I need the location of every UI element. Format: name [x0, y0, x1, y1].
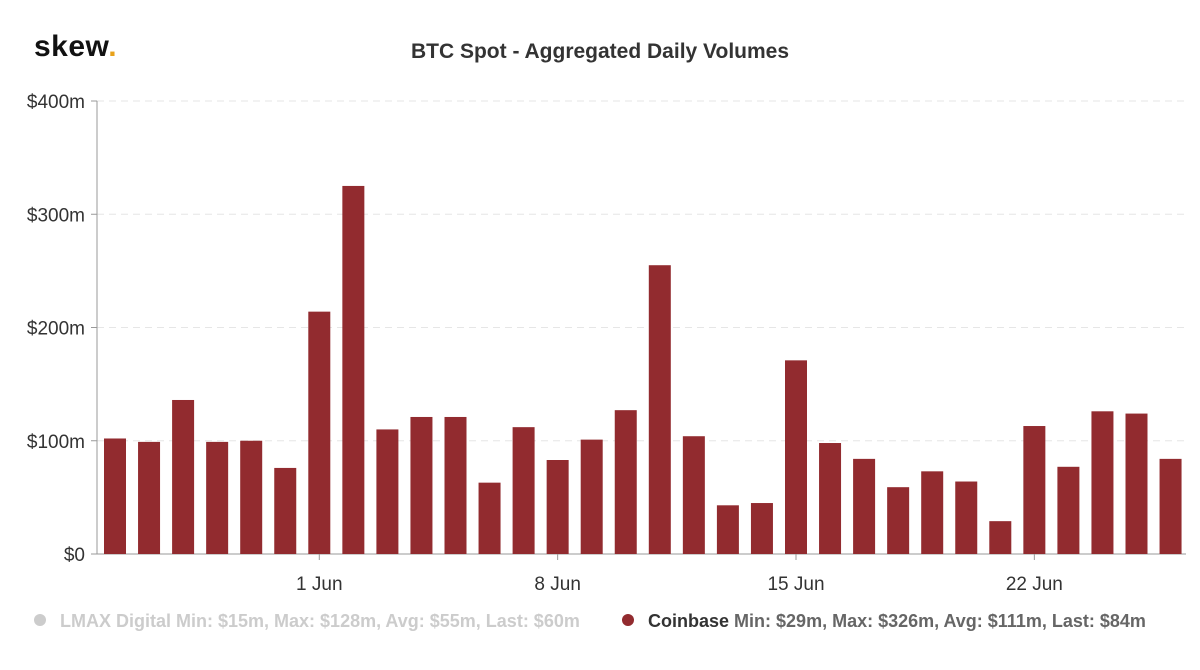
bar — [546, 460, 569, 554]
bar — [1125, 413, 1148, 554]
bar — [478, 482, 501, 554]
skew-logo: skew. — [34, 30, 118, 63]
x-tick-label: 8 Jun — [534, 574, 580, 595]
bar — [172, 399, 195, 554]
bar — [682, 436, 705, 554]
bar — [580, 439, 603, 554]
y-tick-label: $400m — [27, 92, 85, 113]
y-tick-label: $100m — [27, 432, 85, 453]
bar — [853, 458, 876, 554]
bar — [614, 410, 637, 554]
bar — [887, 487, 910, 554]
bar — [138, 441, 161, 554]
legend-lmax-stats: Min: $15m, Max: $128m, Avg: $55m, Last: … — [176, 611, 580, 631]
bar — [1159, 458, 1182, 554]
bar — [104, 438, 126, 554]
bar — [376, 429, 399, 554]
bar — [989, 521, 1012, 554]
bar — [819, 443, 842, 554]
bar — [444, 416, 467, 554]
bar — [921, 471, 944, 554]
legend-item-lmax[interactable]: LMAX Digital Min: $15m, Max: $128m, Avg:… — [34, 611, 580, 632]
x-tick-label: 22 Jun — [1006, 574, 1063, 595]
legend-coinbase-name: Coinbase — [648, 611, 730, 631]
bar — [308, 311, 331, 554]
bar — [206, 441, 229, 554]
legend-coinbase-stats: Min: $29m, Max: $326m, Avg: $111m, Last:… — [734, 611, 1146, 631]
bar — [240, 440, 263, 554]
bar — [274, 467, 297, 554]
bar — [410, 416, 433, 554]
bar — [785, 360, 807, 554]
y-tick-label: $0 — [64, 545, 85, 566]
legend-lmax-name: LMAX Digital — [60, 611, 171, 631]
bar — [1091, 411, 1114, 554]
legend-marker-icon — [622, 614, 634, 626]
legend-item-coinbase[interactable]: Coinbase Min: $29m, Max: $326m, Avg: $11… — [622, 611, 1146, 632]
y-tick-label: $200m — [27, 319, 85, 340]
bar — [955, 481, 978, 554]
x-tick-label: 15 Jun — [767, 574, 824, 595]
bar — [716, 505, 739, 554]
bar — [750, 503, 773, 554]
legend-marker-icon — [34, 614, 46, 626]
bar — [648, 265, 671, 554]
y-tick-label: $300m — [27, 205, 85, 226]
x-tick-label: 1 Jun — [296, 574, 342, 595]
bar — [1057, 466, 1080, 554]
bar — [342, 185, 365, 554]
chart-title: BTC Spot - Aggregated Daily Volumes — [410, 40, 790, 63]
bar — [1023, 426, 1046, 554]
bar — [512, 427, 535, 554]
